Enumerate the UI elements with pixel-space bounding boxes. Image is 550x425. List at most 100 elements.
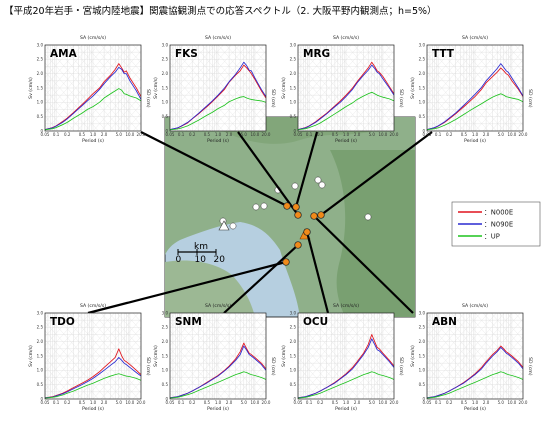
- sa-axis-label: SA (cm/s/s): [333, 35, 359, 41]
- y-tick-label: 1.5: [162, 85, 169, 90]
- site-code: TTT: [432, 48, 455, 60]
- x-tick-label: 1.0: [90, 400, 97, 405]
- scale-tick-label: 0: [176, 255, 182, 265]
- spectra-lines: [298, 334, 394, 399]
- x-tick-label: 0.1: [53, 400, 60, 405]
- x-tick-label: 0.05: [423, 400, 432, 405]
- sv-axis-label: Sv (cm/s): [410, 345, 416, 367]
- map-island: [165, 260, 255, 317]
- spectrum-panel-snm: SNM 0 0.5 1.0 1.5 2.0 2.5 3.0 0.05 0.1 0.2 0.5 1.0 2.…: [153, 303, 276, 412]
- y-tick-label: 1.5: [419, 85, 426, 90]
- x-tick-label: 5.0: [369, 132, 376, 137]
- sa-axis-label: SA (cm/s/s): [80, 303, 106, 309]
- plot-frame: [297, 312, 395, 400]
- x-tick-label: 0.2: [317, 400, 324, 405]
- x-tick-label: 5.0: [241, 400, 248, 405]
- x-tick-label: 2.0: [354, 132, 361, 137]
- connector-ama: [140, 131, 288, 207]
- series-n000e: [298, 61, 394, 130]
- connector-ttt: [320, 131, 433, 216]
- x-tick-label: 20.0: [519, 132, 528, 137]
- x-tick-label: 2.0: [101, 132, 108, 137]
- x-tick-label: 1.0: [343, 132, 350, 137]
- y-tick-label: 1.0: [37, 100, 44, 105]
- x-tick-label: 5.0: [498, 400, 505, 405]
- x-tick-label: 0.05: [294, 400, 303, 405]
- x-tick-label: 0.5: [461, 132, 468, 137]
- series-n000e: [45, 63, 141, 130]
- y-tick-label: 1.0: [419, 368, 426, 373]
- y-tick-label: 1.0: [162, 368, 169, 373]
- x-tick-label: 0.2: [446, 400, 453, 405]
- series-up: [298, 91, 394, 131]
- tripartite-grid: [170, 313, 266, 399]
- x-tick-label: 0.2: [446, 132, 453, 137]
- x-tick-label: 20.0: [262, 400, 271, 405]
- plot-frame: [169, 44, 267, 132]
- y-tick-label: 0.5: [37, 114, 44, 119]
- x-tick-label: 10.0: [250, 132, 259, 137]
- y-tick-label: 2.5: [162, 57, 169, 62]
- site-code: OCU: [303, 316, 328, 328]
- sv-axis-label: Sv (cm/s): [28, 77, 34, 99]
- x-tick-label: 5.0: [116, 132, 123, 137]
- sd-axis-label: SD (cm): [527, 89, 533, 108]
- site-marker-ttt: [317, 211, 325, 219]
- x-tick-label: 1.0: [215, 132, 222, 137]
- plot-frame: [169, 312, 267, 400]
- y-tick-label: 0: [40, 128, 43, 133]
- spectrum-panel-ocu: OCU 0 0.5 1.0 1.5 2.0 2.5 3.0 0.05 0.1 0.2 0.5 1.0 2.…: [281, 303, 404, 412]
- sa-axis-label: SA (cm/s/s): [462, 35, 488, 41]
- y-tick-label: 0.5: [419, 382, 426, 387]
- x-tick-label: 0.1: [435, 400, 442, 405]
- x-tick-label: 0.5: [332, 400, 339, 405]
- x-tick-label: 0.2: [64, 132, 71, 137]
- y-tick-label: 3.0: [419, 42, 426, 47]
- x-tick-label: 10.0: [378, 132, 387, 137]
- series-n000e: [45, 348, 141, 399]
- x-tick-label: 2.0: [483, 132, 490, 137]
- y-tick-label: 1.0: [162, 100, 169, 105]
- y-tick-label: 2.5: [419, 325, 426, 330]
- y-tick-label: 0: [293, 128, 296, 133]
- y-tick-label: 0.5: [162, 382, 169, 387]
- y-tick-label: 2.0: [162, 71, 169, 76]
- y-tick-label: 2.0: [37, 71, 44, 76]
- x-tick-label: 0.05: [41, 132, 50, 137]
- y-tick-label: 1.5: [290, 85, 297, 90]
- site-marker-tdo: [282, 258, 290, 266]
- other-station-marker: [229, 222, 237, 230]
- x-tick-label: 0.05: [41, 400, 50, 405]
- y-tick-label: 2.0: [290, 339, 297, 344]
- sa-axis-label: SA (cm/s/s): [462, 303, 488, 309]
- y-tick-label: 3.0: [37, 310, 44, 315]
- site-connectors: [87, 131, 433, 315]
- y-tick-label: 2.5: [37, 57, 44, 62]
- spectra-lines: [170, 61, 266, 131]
- other-station-marker: [291, 182, 299, 190]
- sd-axis-label: SD (cm): [145, 357, 151, 376]
- other-station-marker: [252, 203, 260, 211]
- x-tick-label: 0.1: [53, 132, 60, 137]
- x-tick-label: 0.5: [204, 132, 211, 137]
- site-marker-snm: [294, 241, 302, 249]
- x-tick-label: 1.0: [90, 132, 97, 137]
- scale-tick-label: 20: [214, 255, 226, 265]
- sv-axis-label: Sv (cm/s): [281, 77, 287, 99]
- y-tick-label: 0: [165, 396, 168, 401]
- spectrum-panel-abn: ABN 0 0.5 1.0 1.5 2.0 2.5 3.0 0.05 0.1 0.2 0.5 1.0 2.…: [410, 303, 533, 412]
- y-tick-label: 1.5: [290, 353, 297, 358]
- y-tick-label: 3.0: [37, 42, 44, 47]
- y-tick-label: 2.0: [162, 339, 169, 344]
- series-up: [427, 371, 523, 399]
- y-tick-label: 0: [422, 128, 425, 133]
- scale-unit: km: [194, 242, 208, 252]
- connector-mrg: [294, 131, 319, 208]
- sv-axis-label: Sv (cm/s): [153, 77, 159, 99]
- spectrum-panel-ttt: TTT 0 0.5 1.0 1.5 2.0 2.5 3.0 0.05 0.1 0.2 0.5 1.0 2.…: [410, 35, 533, 144]
- x-tick-label: 10.0: [125, 400, 134, 405]
- series-n090e: [427, 346, 523, 399]
- site-code: MRG: [303, 48, 330, 60]
- y-tick-label: 3.0: [419, 310, 426, 315]
